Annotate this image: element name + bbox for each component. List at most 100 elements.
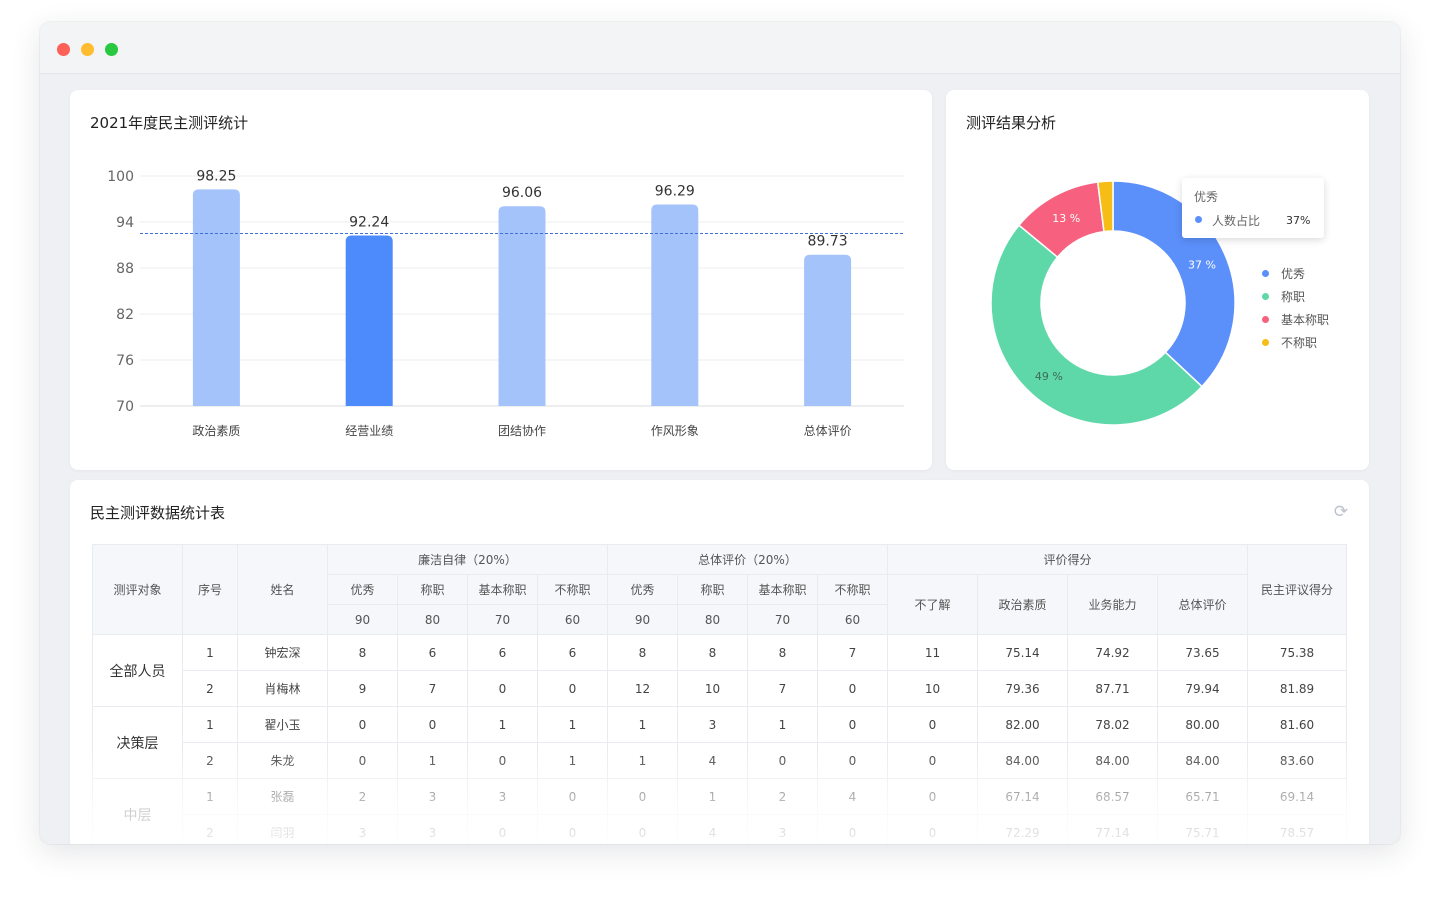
table-row: 中层 1 张磊 2 3 3 0 0 1 2 4 0 67.14 68.57 65.71 69.14 (92, 778, 1347, 844)
overall-score-cell: 65.71 (1157, 778, 1248, 815)
integrity-count-cell: 8 (327, 634, 398, 671)
overall-score-cell: 75.71 (1157, 814, 1248, 844)
minimize-window-button[interactable] (81, 43, 94, 56)
header-index: 序号 (182, 544, 238, 635)
overall-count-cell: 4 (677, 742, 748, 779)
header-level: 称职 (397, 574, 468, 605)
political-score-cell: 79.36 (977, 670, 1068, 707)
tooltip-value: 37% (1286, 214, 1311, 227)
bar-value-label: 89.73 (808, 234, 848, 250)
integrity-count-cell: 0 (537, 670, 608, 707)
name-cell: 张磊 (237, 778, 328, 815)
legend-label: 称职 (1281, 290, 1306, 304)
overall-count-cell: 8 (677, 634, 748, 671)
tooltip-title: 优秀 (1194, 190, 1219, 204)
ability-score-cell: 77.14 (1067, 814, 1158, 844)
table-row: 2 闫羽 3 3 0 0 0 4 3 0 0 72.29 77.14 75.71 78.57 (93, 814, 1347, 844)
legend-item[interactable]: 不称职 (1262, 331, 1329, 354)
header-final-score: 民主评议得分 (1247, 544, 1347, 635)
bar-chart-title: 2021年度民主测评统计 (90, 114, 249, 132)
ability-score-cell: 78.02 (1067, 706, 1158, 743)
pie-legend: 优秀称职基本称职不称职 (1262, 262, 1329, 354)
overall-count-cell: 8 (607, 634, 678, 671)
overall-count-cell: 4 (817, 778, 888, 815)
integrity-count-cell: 1 (537, 706, 608, 743)
unknown-count-cell: 0 (887, 778, 978, 815)
slice-label: 37 % (1188, 258, 1216, 271)
header-unknown: 不了解 (887, 574, 978, 635)
final-score-cell: 69.14 (1247, 778, 1347, 815)
header-level: 基本称职 (747, 574, 818, 605)
integrity-count-cell: 1 (537, 742, 608, 779)
integrity-count-cell: 0 (537, 778, 608, 815)
ability-score-cell: 87.71 (1067, 670, 1158, 707)
index-cell: 1 (182, 706, 238, 743)
slice-label: 13 % (1052, 212, 1080, 225)
bar-chart-card: 2021年度民主测评统计 70 76 82 88 94 100 98.25 政治素质 92.24… (70, 90, 932, 470)
integrity-count-cell: 2 (327, 778, 398, 815)
overall-count-cell: 7 (817, 634, 888, 671)
index-cell: 1 (182, 778, 238, 815)
legend-item[interactable]: 优秀 (1262, 262, 1329, 285)
legend-item[interactable]: 称职 (1262, 285, 1329, 308)
integrity-count-cell: 0 (537, 814, 608, 844)
political-score-cell: 75.14 (977, 634, 1068, 671)
integrity-count-cell: 6 (537, 634, 608, 671)
legend-item[interactable]: 基本称职 (1262, 308, 1329, 331)
integrity-count-cell: 3 (397, 814, 468, 844)
y-tick-label: 88 (116, 261, 134, 277)
bar-chart: 70 76 82 88 94 100 98.25 政治素质 92.24 经营业绩 96.06 团结协作… (107, 168, 904, 438)
header-weight: 60 (817, 604, 888, 635)
y-tick-label: 70 (116, 399, 134, 415)
header-name: 姓名 (237, 544, 328, 635)
table-row: 2 朱龙 0 1 0 1 1 4 0 0 0 84.00 84.00 84.00 83.60 (93, 742, 1347, 779)
bar-value-label: 96.29 (655, 183, 695, 199)
index-cell: 1 (182, 634, 238, 671)
group-name-cell: 全部人员 (92, 634, 183, 707)
header-level: 优秀 (327, 574, 398, 605)
app-window: 2021年度民主测评统计 70 76 82 88 94 100 98.25 政治素质 92.24… (40, 22, 1400, 844)
bar-value-label: 96.06 (502, 185, 542, 201)
header-target: 测评对象 (92, 544, 183, 635)
donut-slice[interactable] (1096, 180, 1114, 233)
index-cell: 2 (182, 814, 238, 844)
bar (345, 235, 393, 406)
overall-count-cell: 0 (607, 778, 678, 815)
chart-tooltip: 优秀 人数占比 37% (1182, 178, 1324, 238)
overall-count-cell: 2 (747, 778, 818, 815)
integrity-count-cell: 0 (467, 742, 538, 779)
maximize-window-button[interactable] (105, 43, 118, 56)
header-overall: 总体评价 (1157, 574, 1248, 635)
overall-count-cell: 10 (677, 670, 748, 707)
header-score-group: 评价得分 (887, 544, 1248, 575)
overall-count-cell: 8 (747, 634, 818, 671)
name-cell: 闫羽 (237, 814, 328, 844)
refresh-icon[interactable]: ⟳ (1333, 502, 1349, 522)
donut-slice[interactable] (990, 224, 1203, 426)
close-window-button[interactable] (57, 43, 70, 56)
legend-label: 基本称职 (1281, 313, 1330, 327)
bar (804, 254, 852, 406)
header-weight: 70 (747, 604, 818, 635)
bar (498, 206, 546, 406)
overall-score-cell: 73.65 (1157, 634, 1248, 671)
integrity-count-cell: 0 (467, 814, 538, 844)
unknown-count-cell: 0 (887, 742, 978, 779)
header-political: 政治素质 (977, 574, 1068, 635)
ability-score-cell: 68.57 (1067, 778, 1158, 815)
pie-chart-title: 测评结果分析 (966, 114, 1057, 132)
overall-count-cell: 0 (817, 742, 888, 779)
name-cell: 翟小玉 (237, 706, 328, 743)
legend-dot-icon (1262, 339, 1269, 346)
overall-count-cell: 1 (607, 706, 678, 743)
y-tick-label: 82 (116, 307, 134, 323)
integrity-count-cell: 9 (327, 670, 398, 707)
pie-chart-card: 测评结果分析 37 % 49 % 13 % 优秀 称职 基本称职 不称职 优秀 人数占比 … (946, 90, 1369, 470)
integrity-count-cell: 3 (397, 778, 468, 815)
legend-dot-icon (1262, 316, 1269, 323)
x-category-label: 团结协作 (498, 423, 546, 438)
integrity-count-cell: 6 (467, 634, 538, 671)
unknown-count-cell: 0 (887, 814, 978, 844)
final-score-cell: 78.57 (1247, 814, 1347, 844)
legend-dot-icon (1262, 293, 1269, 300)
